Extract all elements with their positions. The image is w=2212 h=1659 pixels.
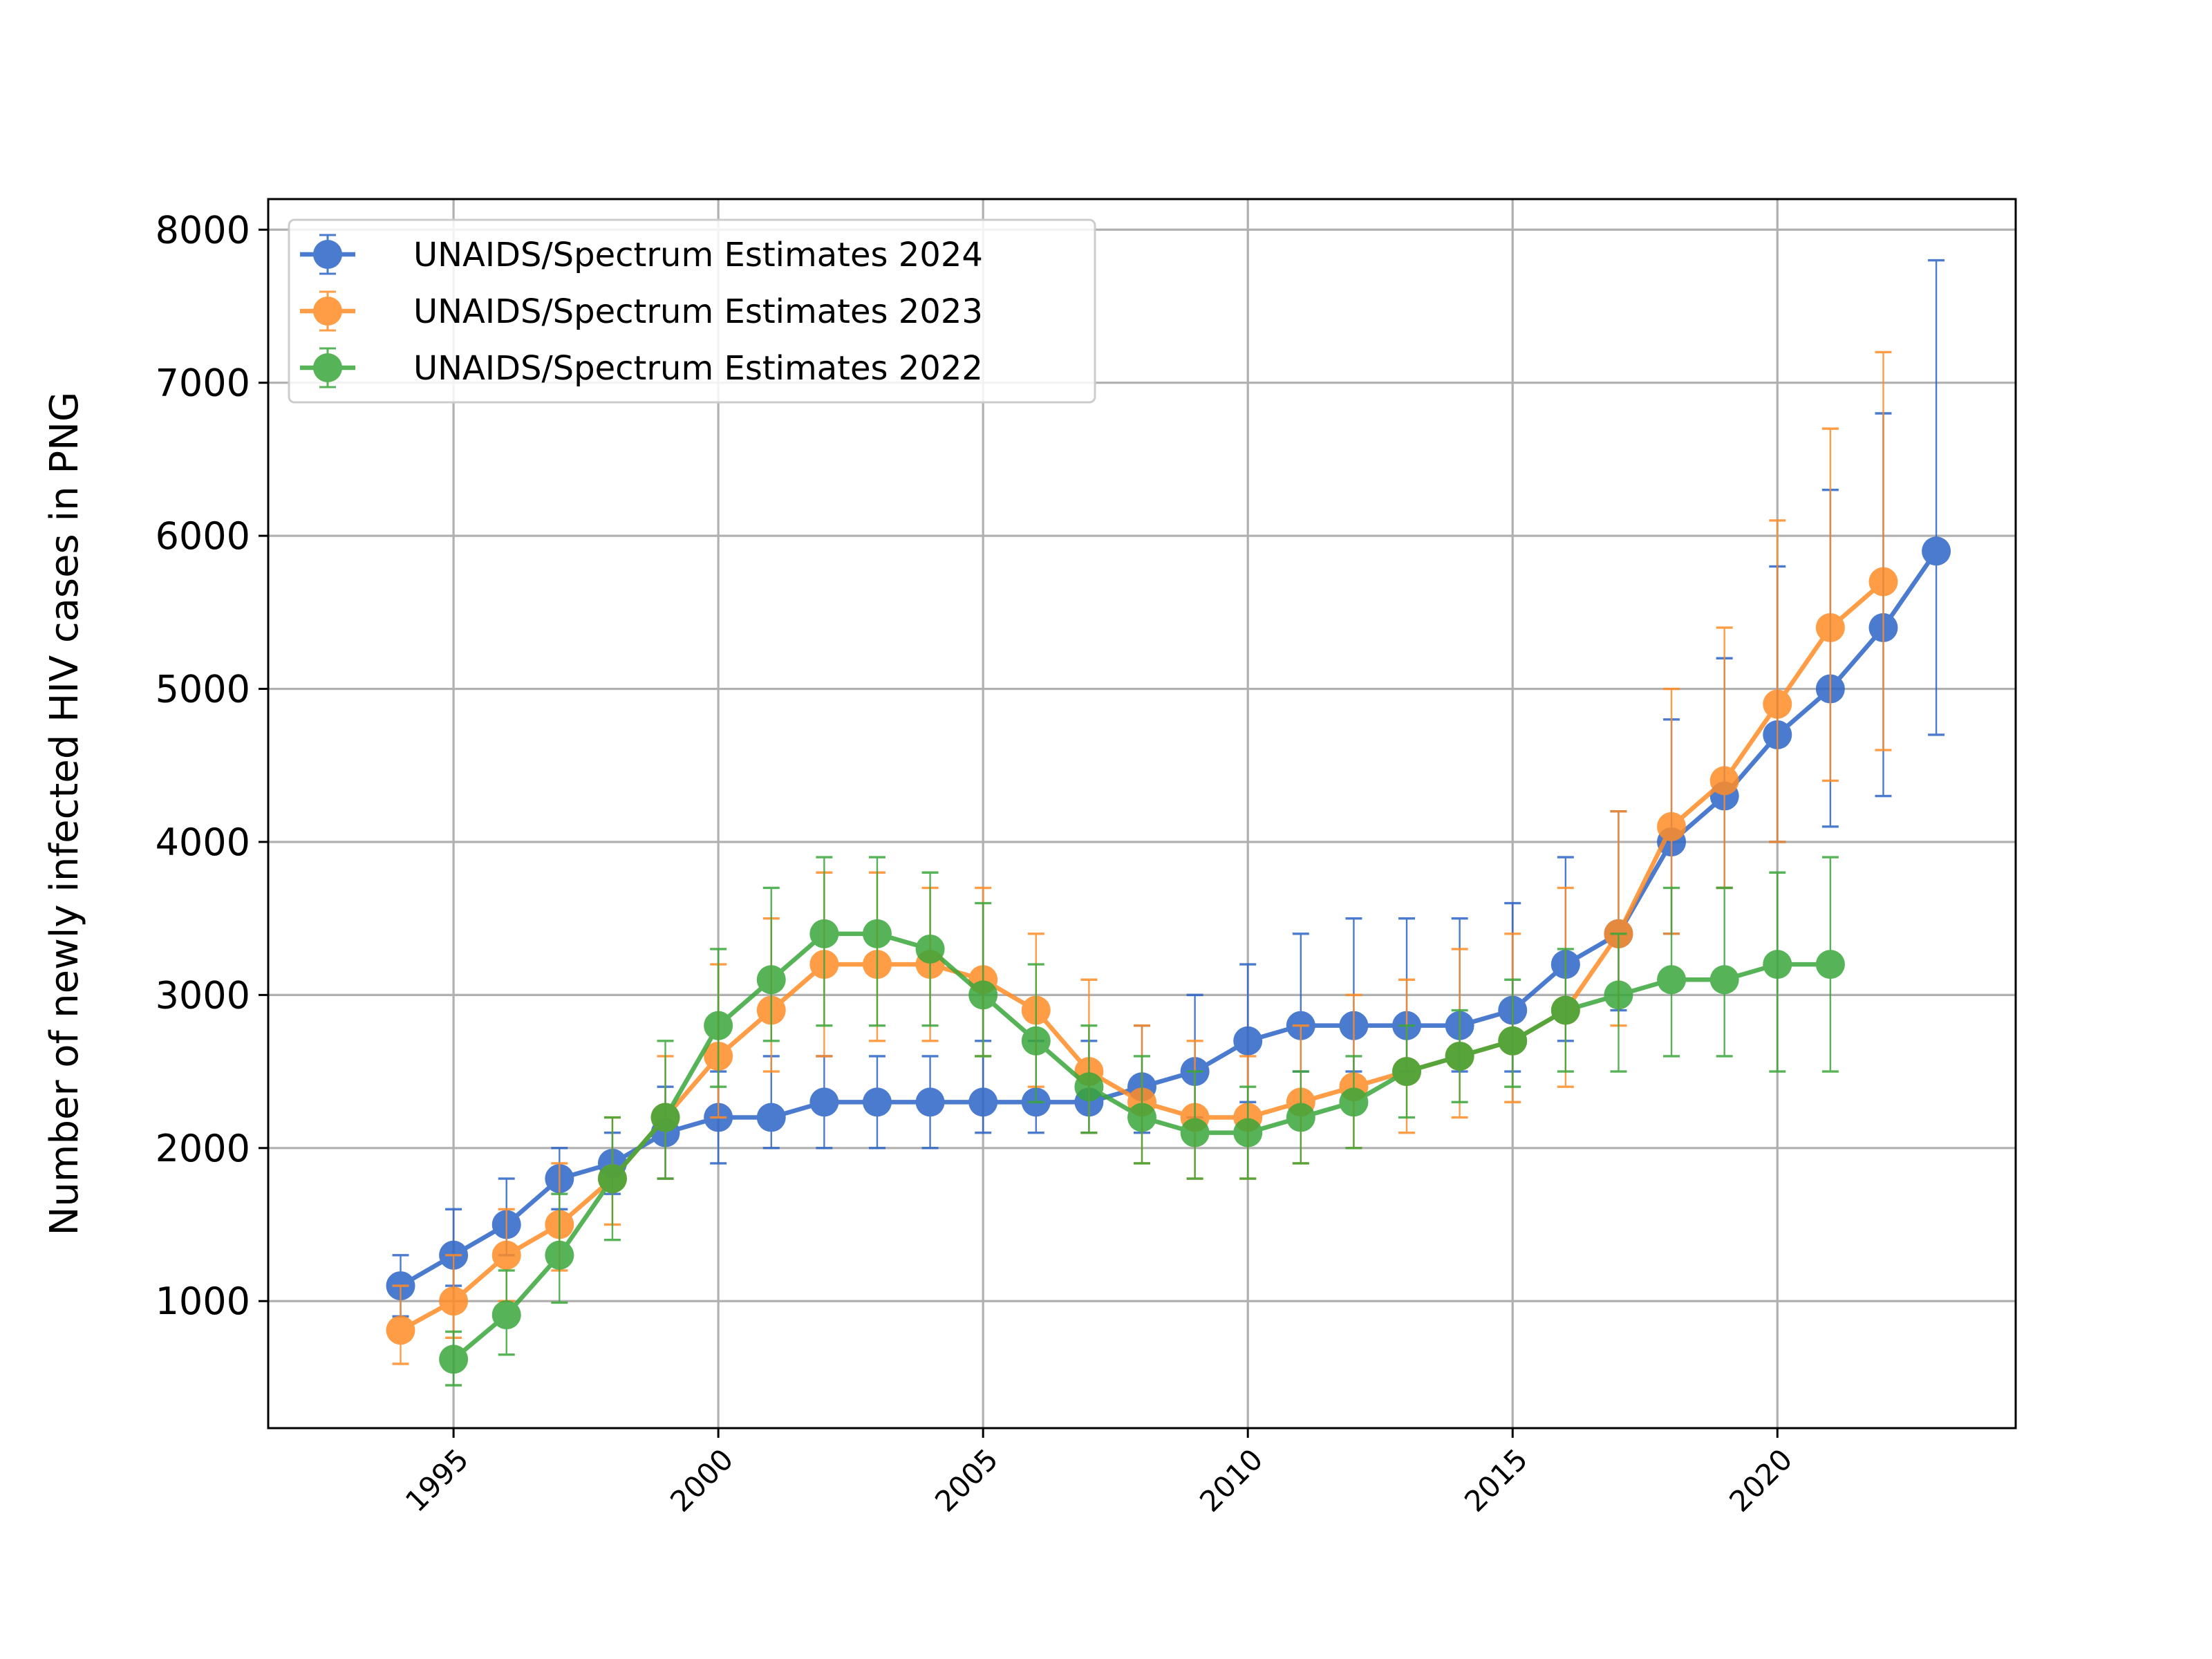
data-point [915,1087,945,1117]
legend-marker [313,353,342,382]
data-point [597,1164,627,1194]
legend-item-2 [300,347,355,388]
data-point [1763,950,1792,980]
data-point [968,1087,998,1117]
data-point [1339,1087,1369,1117]
data-point [1233,1118,1263,1147]
data-point [1657,965,1687,995]
series-layer [386,259,1951,1387]
y-tick-label: 3000 [156,973,250,1017]
data-point [704,1011,733,1040]
data-point [439,1286,469,1316]
data-point [439,1344,469,1374]
y-tick-label: 2000 [156,1127,250,1170]
legend-box [288,218,1096,404]
data-point [756,1103,786,1132]
data-point [1550,995,1580,1025]
legend: UNAIDS/Spectrum Estimates 2024 UNAIDS/Spe… [288,218,1096,404]
legend-marker [313,240,342,269]
data-point [756,965,786,995]
series-2 [439,856,1845,1387]
plot-area-frame [267,198,2017,1430]
y-tick-label: 8000 [156,208,250,252]
data-point [1445,1041,1474,1071]
data-point [1498,1026,1528,1056]
legend-label: UNAIDS/Spectrum Estimates 2023 [413,292,983,331]
y-tick-label: 4000 [156,821,250,864]
data-point [1021,1026,1051,1056]
data-point [491,1240,521,1270]
y-tick-label: 5000 [156,668,250,711]
y-tick-label: 1000 [156,1280,250,1323]
data-point [809,1087,839,1117]
data-point [1815,950,1845,980]
data-point [1868,567,1898,597]
legend-label: UNAIDS/Spectrum Estimates 2024 [413,236,983,274]
data-point [1815,612,1845,642]
data-point [862,1087,892,1117]
data-point [915,934,945,964]
data-point [1709,766,1739,796]
data-point [809,919,839,948]
data-point [1604,980,1633,1010]
data-point [650,1103,680,1132]
data-point [1922,536,1951,566]
y-tick-label: 7000 [156,362,250,405]
y-axis-label: Number of newly infected HIV cases in PN… [42,392,87,1236]
data-point [1127,1103,1156,1132]
data-point [1286,1103,1315,1132]
y-tick-label: 6000 [156,514,250,558]
data-point [1180,1118,1210,1147]
data-point [386,1315,415,1345]
data-point [545,1240,574,1270]
data-point [1763,689,1792,719]
data-point [862,919,892,948]
legend-item-0 [300,234,355,275]
legend-label: UNAIDS/Spectrum Estimates 2022 [413,349,983,388]
legend-item-1 [300,290,355,332]
data-point [1233,1026,1263,1056]
data-point [491,1300,521,1330]
data-point [968,980,998,1010]
data-point [1657,812,1687,841]
legend-marker [313,297,342,326]
data-point [1392,1057,1422,1087]
data-point [1074,1072,1104,1102]
data-point [1709,965,1739,995]
